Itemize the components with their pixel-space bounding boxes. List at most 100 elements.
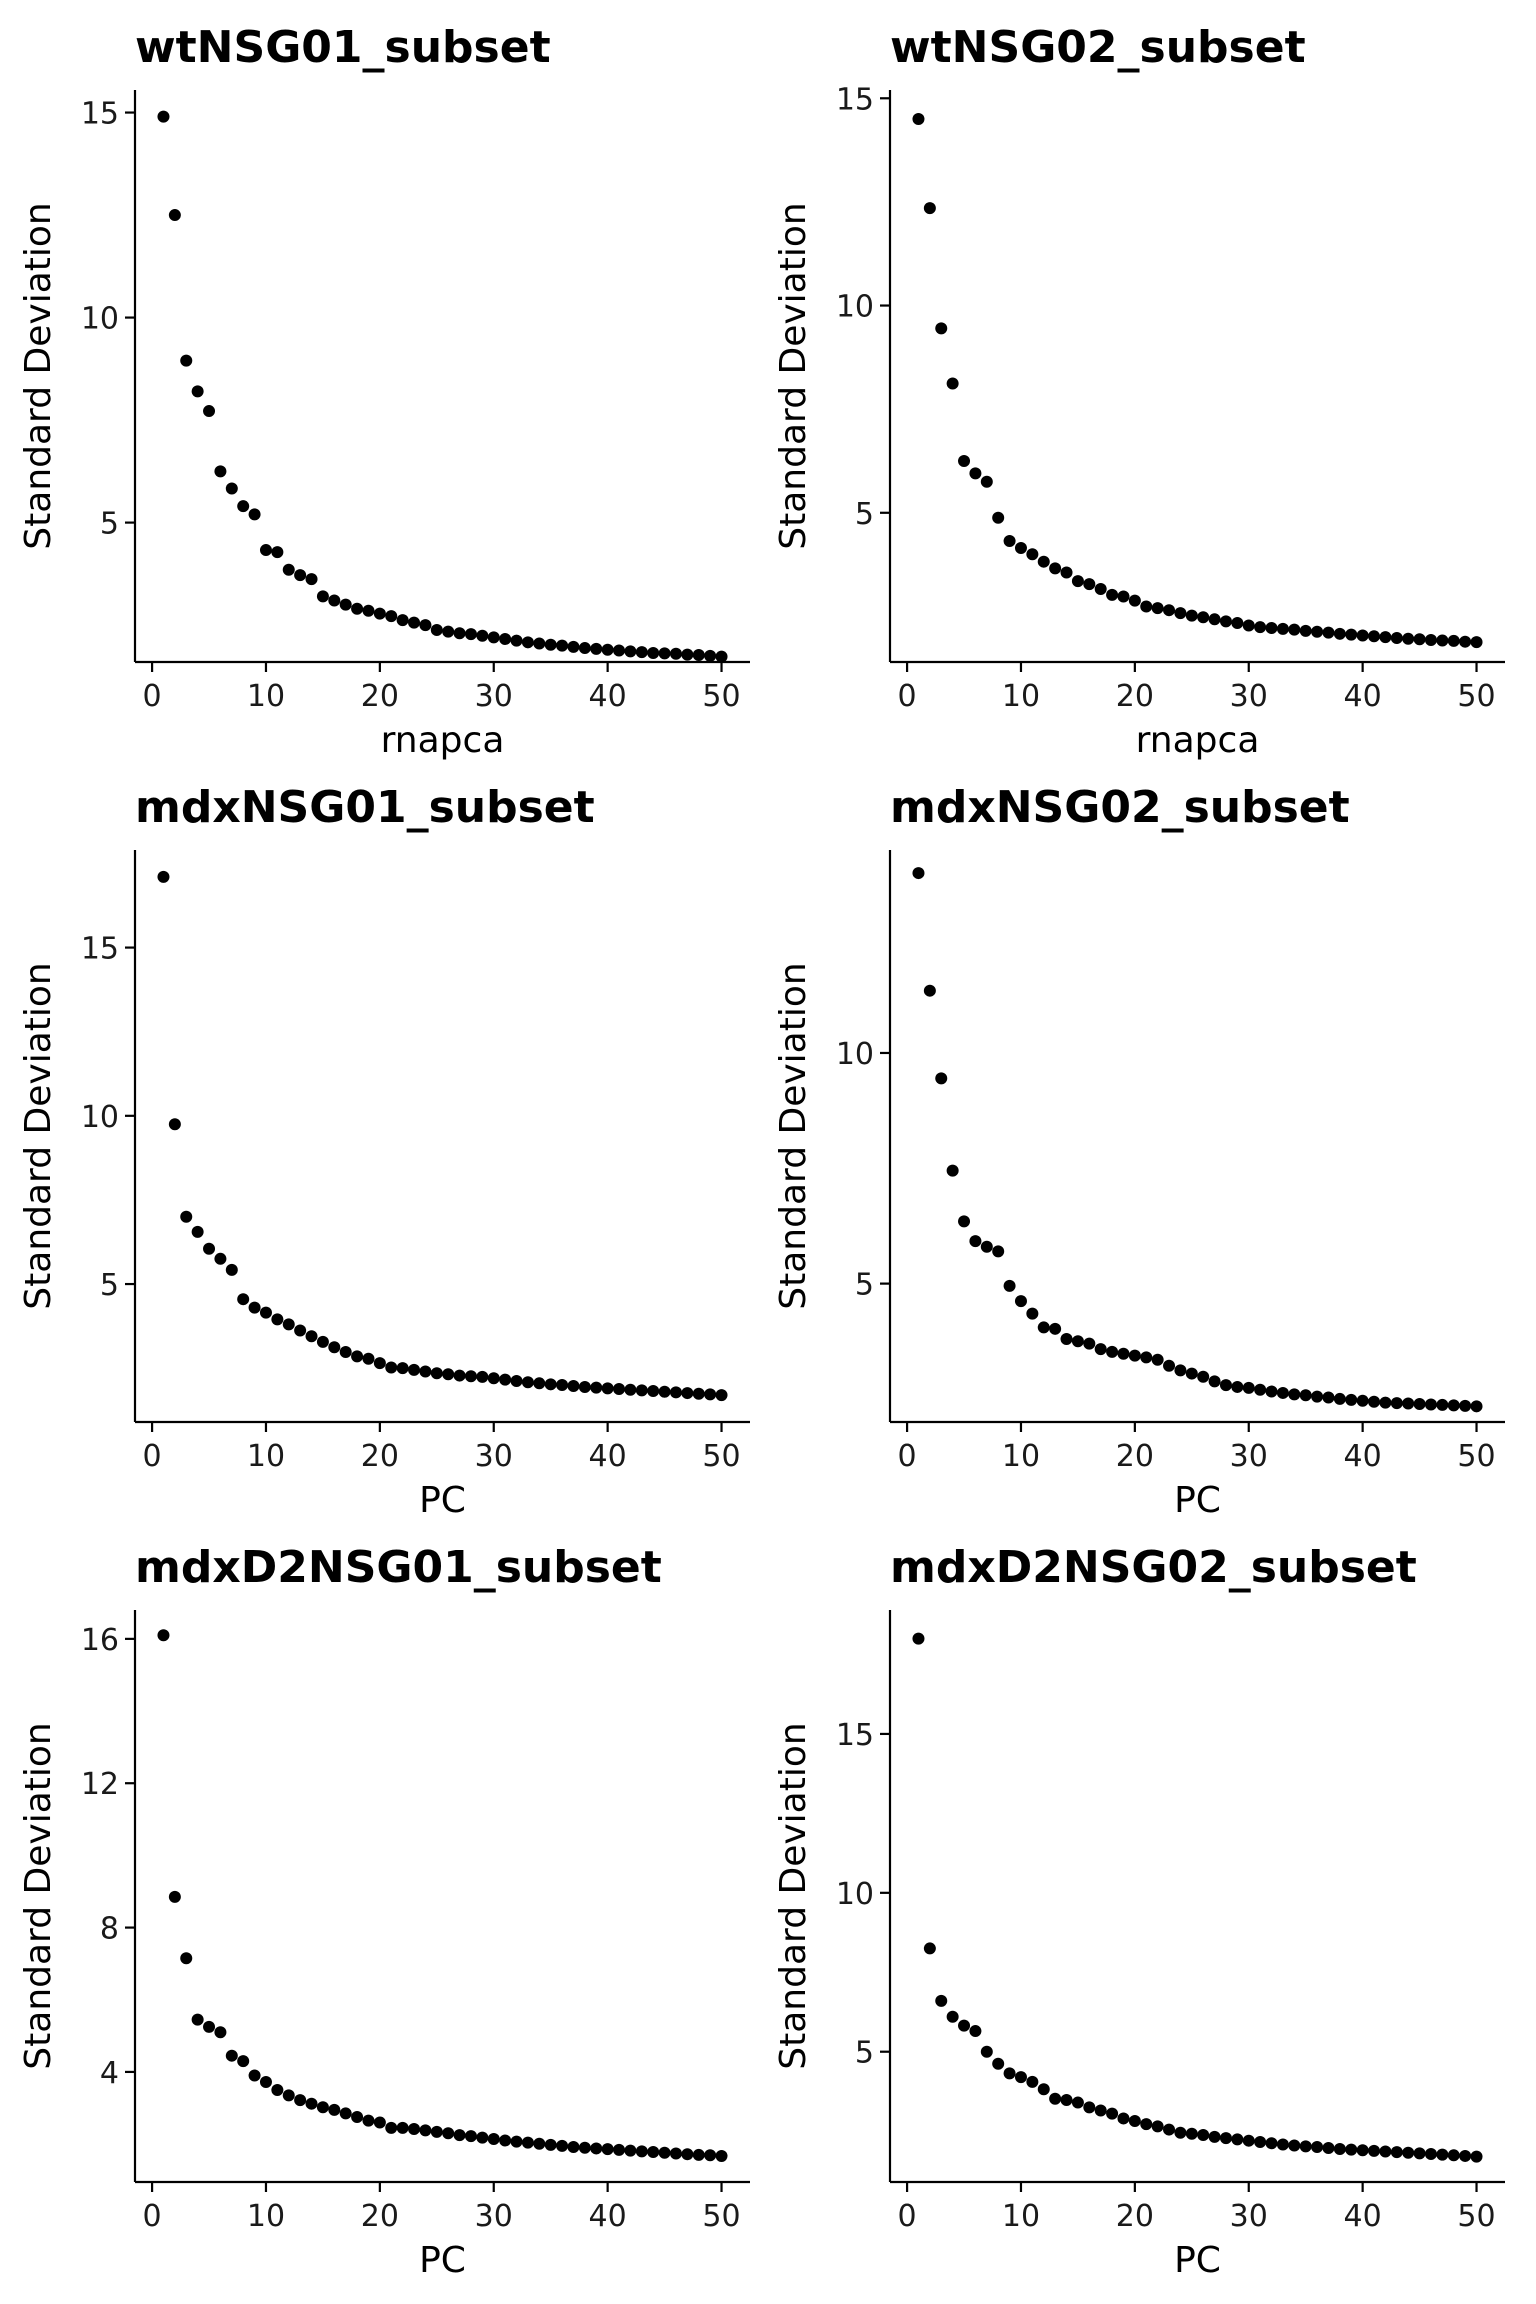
data-point: [935, 322, 948, 335]
data-point: [464, 1370, 477, 1383]
data-point: [958, 1215, 971, 1228]
data-point: [1345, 1393, 1358, 1406]
y-axis-label: Standard Deviation: [773, 962, 814, 1309]
x-tick-label: 20: [1116, 679, 1154, 714]
data-point: [1356, 1394, 1369, 1407]
data-point: [1219, 1379, 1232, 1392]
y-tick-label: 15: [836, 82, 874, 117]
data-point: [1470, 1400, 1483, 1413]
data-point: [1083, 2101, 1096, 2114]
chart-panel-6: mdxD2NSG02_subset 0 10 20 30 40 50 5 10 15 PC Stand…: [773, 1542, 1505, 2281]
data-point: [601, 2143, 614, 2156]
x-tick-label: 20: [361, 1439, 399, 1474]
data-point: [1311, 1390, 1324, 1403]
chart-panel-4: mdxNSG02_subset 0 10 20 30 40 50 5 10 PC Standard …: [773, 782, 1505, 1521]
y-tick-label: 5: [855, 1268, 874, 1303]
data-point: [362, 604, 375, 617]
x-tick-label: 0: [143, 2199, 162, 2234]
x-tick-label: 50: [1457, 2199, 1495, 2234]
data-point: [1026, 2075, 1039, 2088]
x-tick-label: 0: [898, 679, 917, 714]
data-point: [1265, 1385, 1278, 1398]
data-point: [1402, 632, 1415, 645]
x-tick-label: 50: [1457, 1439, 1495, 1474]
data-point: [647, 2146, 660, 2159]
chart-panel-2: wtNSG02_subset 0 10 20 30 40 50 5 10 15 rnapca Stan…: [773, 22, 1505, 761]
data-point: [225, 2049, 238, 2062]
x-tick-label: 30: [1230, 1439, 1268, 1474]
x-axis-label: PC: [1174, 2240, 1221, 2281]
y-axis-label: Standard Deviation: [18, 1722, 59, 2069]
chart-panel-1: wtNSG01_subset 0 10 20 30 40 50 5 10 15 rnapca Stan…: [18, 22, 750, 761]
data-point: [1117, 1347, 1130, 1360]
data-point: [946, 377, 959, 390]
x-tick-label: 40: [589, 679, 627, 714]
data-point: [442, 625, 455, 638]
data-point: [1276, 1386, 1289, 1399]
chart-title: mdxNSG02_subset: [890, 782, 1350, 833]
data-point: [408, 616, 421, 629]
data-point: [248, 2069, 261, 2082]
data-point: [1242, 1381, 1255, 1394]
x-axis-label: rnapca: [381, 720, 505, 761]
data-point: [1060, 566, 1073, 579]
x-tick-label: 0: [898, 2199, 917, 2234]
data-point: [556, 2139, 569, 2152]
data-point: [1163, 604, 1176, 617]
data-point: [282, 2089, 295, 2102]
data-point: [946, 1164, 959, 1177]
data-point: [157, 110, 170, 123]
chart-title: wtNSG01_subset: [135, 22, 551, 73]
data-point: [533, 2137, 546, 2150]
data-point: [635, 2145, 648, 2158]
data-point: [237, 1293, 250, 1306]
data-point: [362, 1352, 375, 1365]
y-tick-label: 10: [836, 1877, 874, 1912]
data-point: [1322, 2141, 1335, 2154]
data-point: [521, 1376, 534, 1389]
data-point: [476, 2131, 489, 2144]
data-point: [533, 1377, 546, 1390]
x-tick-label: 30: [475, 679, 513, 714]
data-point: [1106, 588, 1119, 601]
data-point: [282, 1318, 295, 1331]
x-tick-label: 20: [361, 679, 399, 714]
data-point: [316, 1335, 329, 1348]
data-point: [1447, 1399, 1460, 1412]
data-point: [912, 1632, 925, 1645]
data-point: [328, 2103, 341, 2116]
data-point: [704, 1388, 717, 1401]
data-point: [1311, 625, 1324, 638]
data-point: [385, 2121, 398, 2134]
data-point: [1276, 622, 1289, 635]
data-point: [658, 1385, 671, 1398]
data-point: [1390, 2146, 1403, 2159]
chart-panel-3: mdxNSG01_subset 0 10 20 30 40 50 5 10 15 PC Standar…: [18, 782, 750, 1521]
data-point: [681, 1387, 694, 1400]
data-point: [476, 1370, 489, 1383]
data-point: [408, 2122, 421, 2135]
data-point: [1049, 562, 1062, 575]
data-point: [487, 1372, 500, 1385]
data-point: [1265, 622, 1278, 635]
x-tick-label: 0: [898, 1439, 917, 1474]
x-tick-label: 20: [1116, 1439, 1154, 1474]
data-point: [1379, 2145, 1392, 2158]
x-tick-label: 40: [1344, 1439, 1382, 1474]
data-point: [271, 1313, 284, 1326]
data-point: [305, 1330, 318, 1343]
data-point: [715, 2150, 728, 2163]
data-point: [980, 2045, 993, 2058]
data-point: [521, 2136, 534, 2149]
y-tick-label: 15: [836, 1718, 874, 1753]
data-point: [305, 573, 318, 586]
data-point: [351, 602, 364, 615]
data-point: [1242, 2134, 1255, 2147]
data-point: [203, 2020, 216, 2033]
data-point: [613, 1383, 626, 1396]
data-point: [1151, 602, 1164, 615]
data-point: [214, 465, 227, 478]
data-point: [1299, 624, 1312, 637]
data-point: [578, 2141, 591, 2154]
